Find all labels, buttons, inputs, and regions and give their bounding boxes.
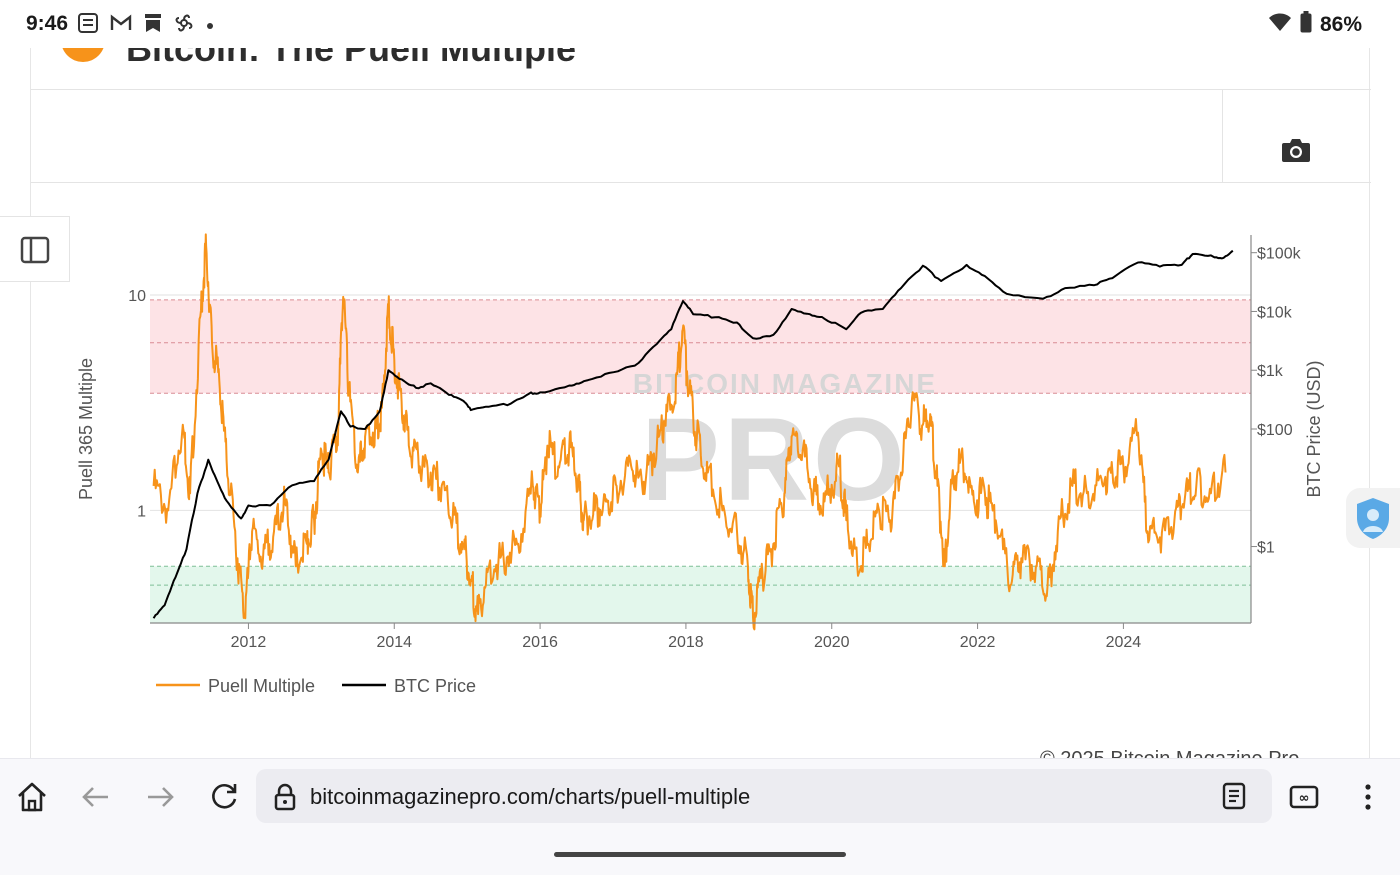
x-tick-label: 2022 — [960, 634, 996, 651]
reader-icon[interactable] — [1220, 782, 1248, 810]
forward-icon[interactable] — [142, 779, 178, 815]
chart-toolbar — [31, 90, 1371, 183]
legend-label: Puell Multiple — [208, 676, 315, 696]
watermark: BITCOIN MAGAZINE PRO — [633, 368, 937, 526]
url-text: bitcoinmagazinepro.com/charts/puell-mult… — [310, 784, 751, 809]
battery-icon — [1300, 11, 1312, 38]
y-right-tick-label: $1k — [1257, 363, 1284, 380]
toolbar-divider — [1222, 90, 1223, 183]
sidebar-icon — [20, 236, 50, 264]
watermark-pro: PRO — [641, 394, 909, 526]
x-tick-label: 2020 — [814, 634, 850, 651]
btc-price-line — [152, 249, 1234, 619]
battery-percent: 86% — [1319, 12, 1362, 36]
gesture-handle — [554, 852, 846, 857]
y-right-tick-label: $1 — [1257, 540, 1275, 557]
svg-text:∞: ∞ — [1299, 791, 1310, 806]
gmail-icon — [110, 14, 132, 37]
y-right-axis-title: BTC Price (USD) — [1304, 360, 1324, 497]
y-left-axis-title: Puell 365 Multiple — [76, 358, 96, 500]
bookmark-icon — [144, 13, 162, 38]
back-icon[interactable] — [78, 779, 114, 815]
y-right-tick-label: $100k — [1257, 246, 1302, 263]
lock-icon — [274, 783, 296, 811]
green-band — [150, 566, 1251, 623]
browser-toolbar: bitcoinmagazinepro.com/charts/puell-mult… — [0, 758, 1400, 875]
home-icon[interactable] — [14, 779, 50, 815]
pinwheel-icon — [174, 13, 194, 38]
chart-card: Bitcoin: The Puell Multiple — [30, 48, 1371, 760]
page-title: Bitcoin: The Puell Multiple — [126, 48, 576, 69]
url-bar[interactable]: bitcoinmagazinepro.com/charts/puell-mult… — [256, 769, 1272, 823]
shield-icon[interactable] — [1346, 488, 1400, 548]
x-tick-label: 2024 — [1106, 634, 1142, 651]
y-left-tick-label: 10 — [128, 288, 146, 305]
legend-label: BTC Price — [394, 676, 476, 696]
image-icon — [78, 13, 98, 38]
title-row: Bitcoin: The Puell Multiple — [31, 48, 1371, 90]
x-tick-label: 2018 — [668, 634, 704, 651]
status-time: 9:46 — [26, 12, 69, 35]
menu-icon[interactable] — [1350, 779, 1386, 815]
camera-icon[interactable] — [1281, 137, 1311, 163]
notification-icons — [78, 13, 214, 38]
dot-icon — [206, 17, 214, 35]
watermark-text: BITCOIN MAGAZINE — [633, 368, 937, 399]
x-tick-label: 2012 — [231, 634, 267, 651]
y-right-tick-label: $100 — [1257, 422, 1293, 439]
wifi-icon — [1268, 12, 1292, 37]
puell-multiple-line — [152, 233, 1227, 631]
sidebar-toggle-button[interactable] — [0, 216, 70, 282]
chart-series — [152, 233, 1234, 631]
status-bar: 9:46 86% — [0, 0, 1400, 48]
chart-legend: Puell Multiple BTC Price — [156, 676, 476, 696]
status-right: 86% — [1268, 11, 1362, 38]
tabs-icon[interactable]: ∞ — [1286, 779, 1322, 815]
y-right-tick-label: $10k — [1257, 304, 1293, 321]
x-tick-label: 2014 — [376, 634, 412, 651]
chart-axes: 1 10 $1 $100 $1k $10k $100k 2012 2014 2016 2018 202… — [76, 235, 1324, 651]
y-left-tick-label: 1 — [137, 503, 146, 520]
reload-icon[interactable] — [206, 779, 242, 815]
puell-chart: BITCOIN MAGAZINE PRO 1 10 $1 $100 $1k $10k $10… — [76, 233, 1324, 696]
copyright-text: © 2025 Bitcoin Magazine Pro — [1040, 748, 1300, 760]
bitcoin-logo-icon — [61, 48, 105, 62]
x-tick-label: 2016 — [522, 634, 558, 651]
